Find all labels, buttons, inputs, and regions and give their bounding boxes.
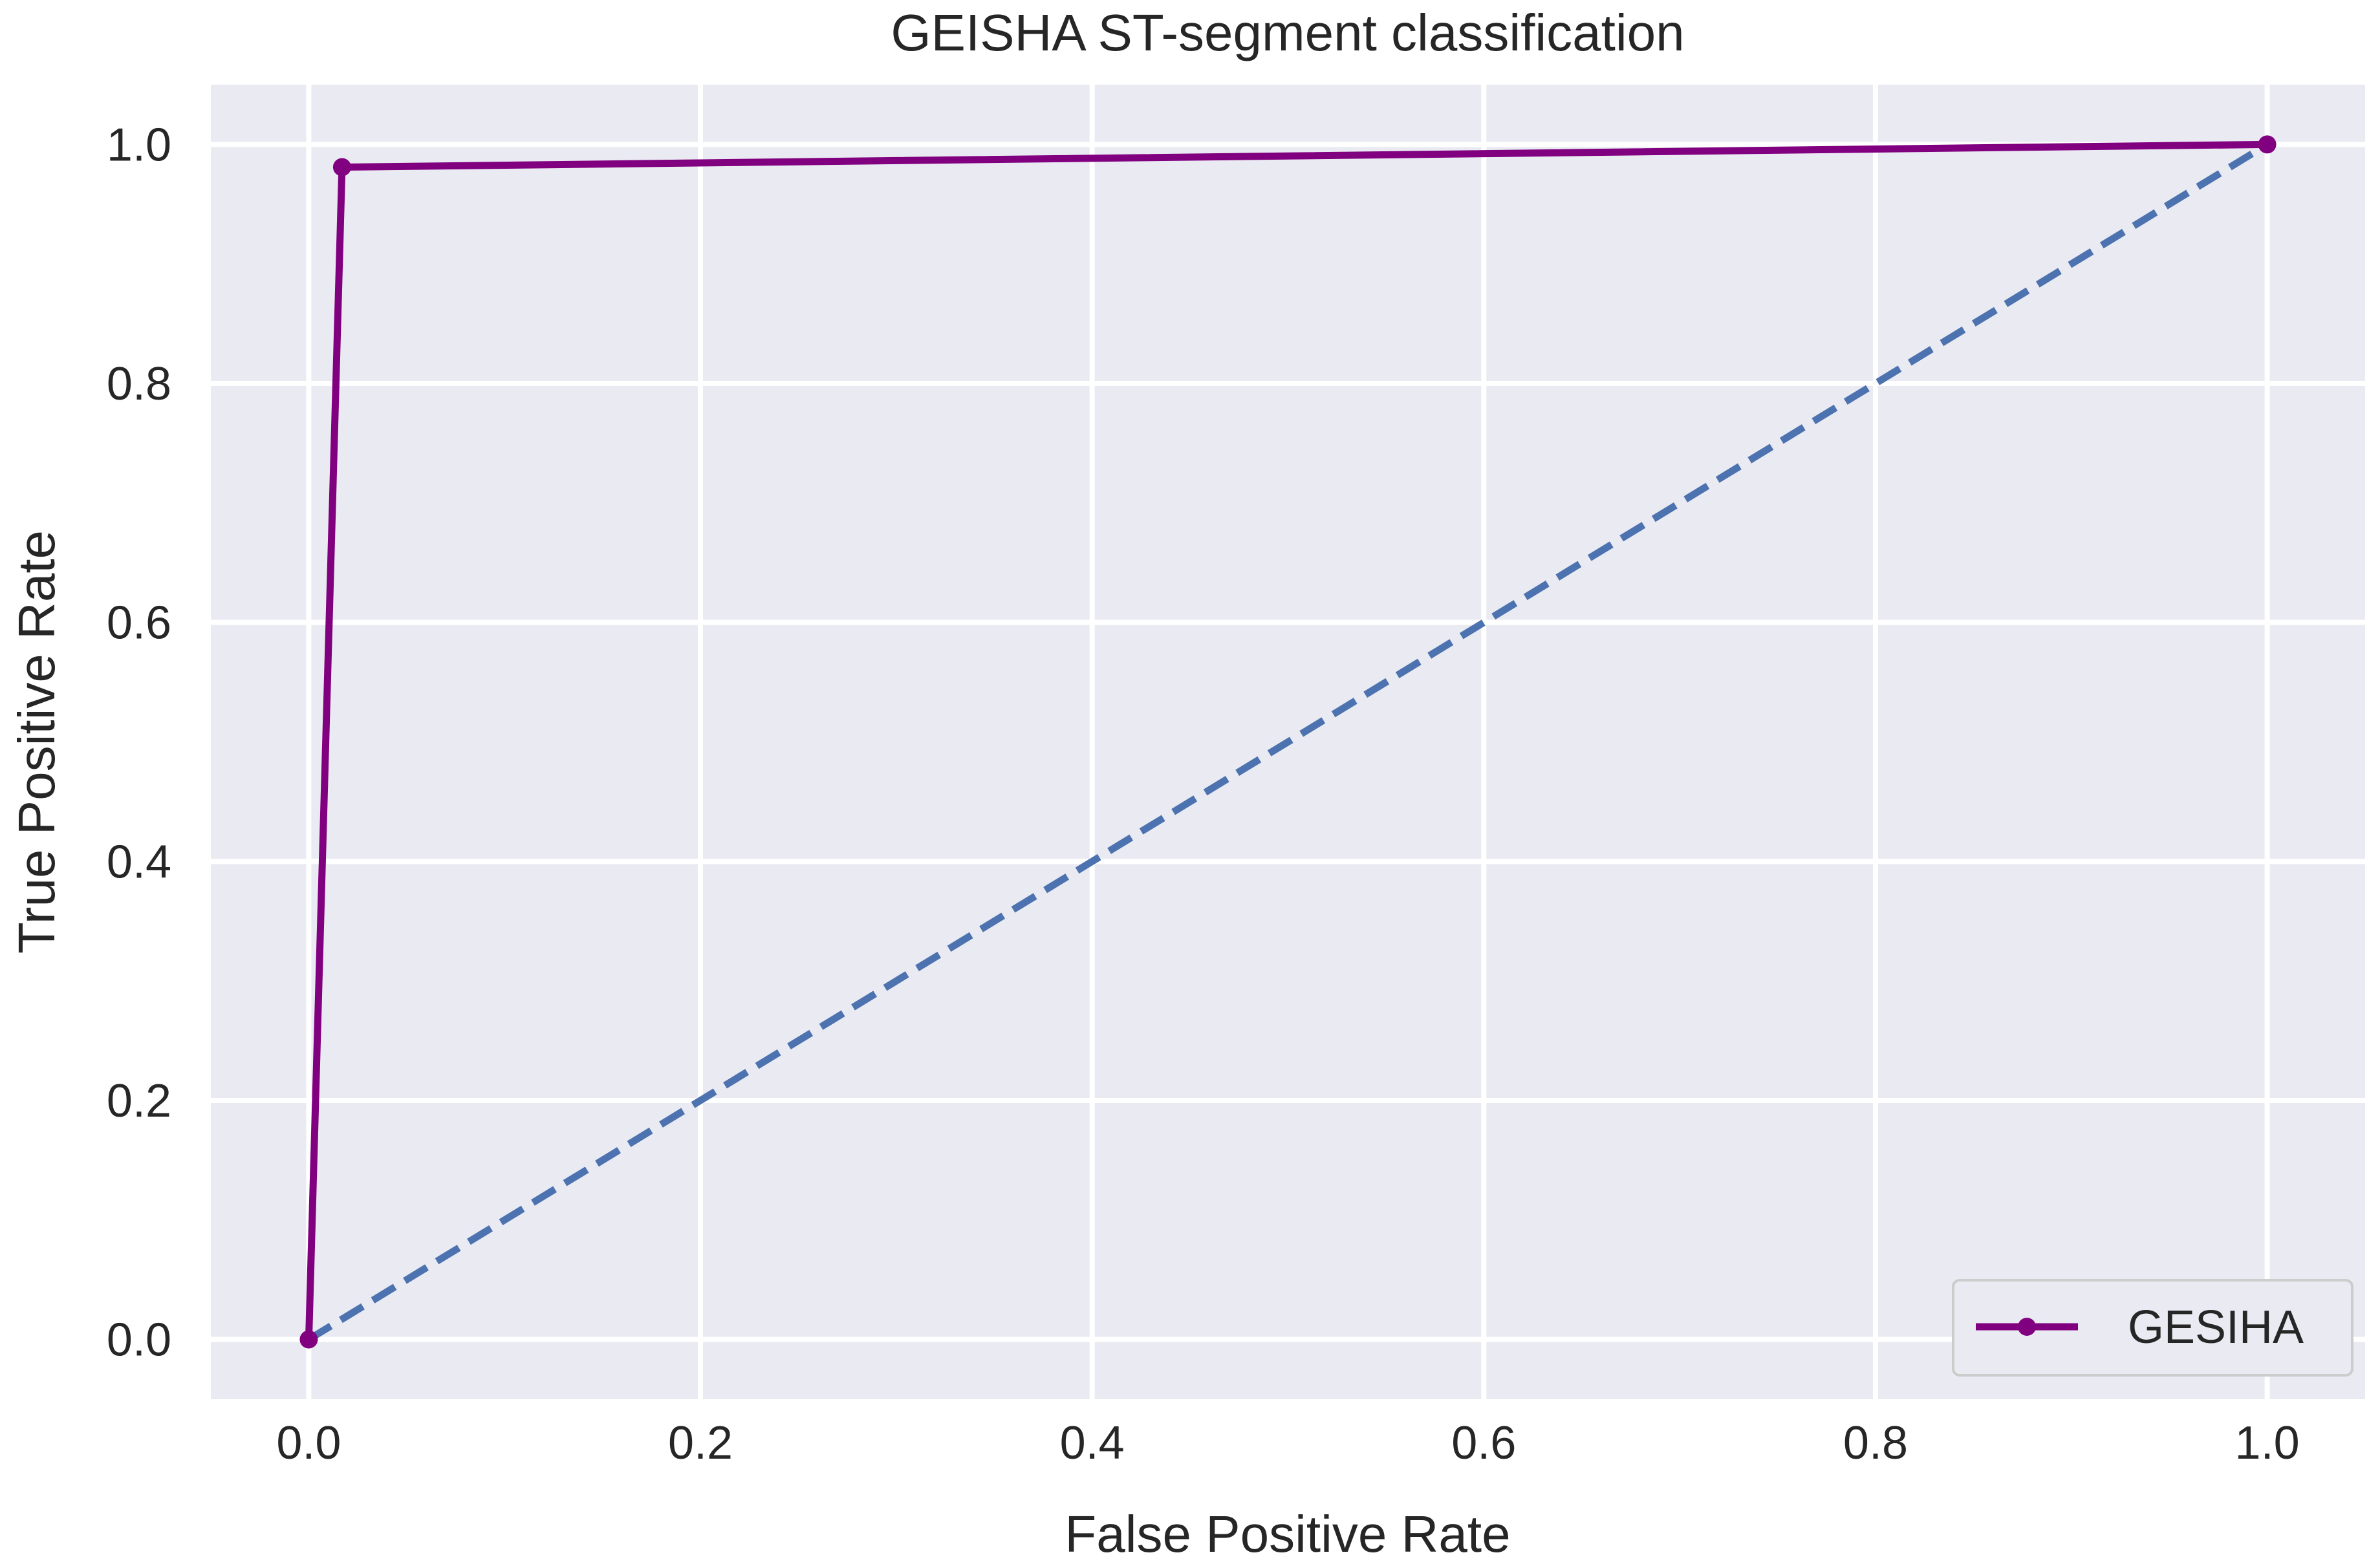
x-tick-label-5: 1.0 — [2235, 1417, 2300, 1469]
roc-point-1 — [332, 158, 351, 177]
x-tick-label-1: 0.2 — [668, 1417, 733, 1469]
x-tick-labels: 0.0 0.2 0.4 0.6 0.8 1.0 — [276, 1417, 2299, 1469]
reference-diagonal-line — [307, 141, 2269, 1343]
y-tick-label-2: 0.4 — [107, 836, 171, 888]
x-tick-label-4: 0.8 — [1843, 1417, 1908, 1469]
y-tick-label-1: 0.2 — [107, 1075, 171, 1127]
legend-box — [1952, 1279, 2353, 1377]
y-axis-label: True Positive Rate — [8, 530, 65, 954]
legend: GESIHA — [1952, 1279, 2353, 1377]
legend-marker-swatch — [2018, 1318, 2036, 1336]
roc-point-2 — [2258, 135, 2277, 154]
x-tick-label-2: 0.4 — [1060, 1417, 1125, 1469]
x-axis-label: False Positive Rate — [1065, 1505, 1510, 1563]
y-tick-labels: 0.0 0.2 0.4 0.6 0.8 1.0 — [107, 119, 171, 1366]
legend-label: GESIHA — [2128, 1302, 2304, 1353]
y-tick-label-0: 0.0 — [107, 1314, 171, 1366]
y-tick-label-5: 1.0 — [107, 119, 171, 171]
roc-point-0 — [299, 1330, 318, 1349]
y-tick-label-4: 0.8 — [107, 358, 171, 410]
x-tick-label-0: 0.0 — [276, 1417, 341, 1469]
x-tick-label-3: 0.6 — [1451, 1417, 1516, 1469]
chart-title: GEISHA ST-segment classification — [891, 4, 1684, 61]
series-layer — [299, 135, 2277, 1349]
y-tick-label-3: 0.6 — [107, 597, 171, 649]
